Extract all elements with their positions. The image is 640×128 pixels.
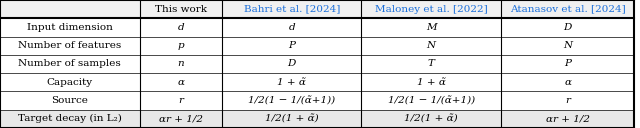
- Bar: [222, 0, 362, 18]
- Text: T: T: [428, 60, 435, 68]
- Text: r: r: [179, 96, 183, 105]
- Text: D: D: [563, 23, 572, 32]
- Bar: [362, 110, 501, 128]
- Text: α: α: [564, 78, 571, 87]
- Text: 1 + α̃: 1 + α̃: [417, 78, 445, 87]
- Text: N: N: [427, 41, 436, 50]
- Text: 1/2(1 − 1/(α̃+1)): 1/2(1 − 1/(α̃+1)): [388, 96, 475, 105]
- Text: M: M: [426, 23, 436, 32]
- Text: αr + 1/2: αr + 1/2: [159, 114, 203, 123]
- Bar: [140, 0, 222, 18]
- Text: n: n: [177, 60, 184, 68]
- Text: r: r: [565, 96, 570, 105]
- Text: 1 + α̃: 1 + α̃: [277, 78, 306, 87]
- Text: d: d: [289, 23, 295, 32]
- Text: Maloney et al. [2022]: Maloney et al. [2022]: [375, 5, 488, 14]
- Text: Capacity: Capacity: [47, 78, 93, 87]
- Text: p: p: [177, 41, 184, 50]
- Bar: [0, 110, 140, 128]
- Text: 1/2(1 + α̃): 1/2(1 + α̃): [404, 114, 458, 124]
- Text: 1/2(1 + α̃): 1/2(1 + α̃): [265, 114, 319, 124]
- Bar: [0, 0, 140, 18]
- Text: Input dimension: Input dimension: [27, 23, 113, 32]
- Text: Atanasov et al. [2024]: Atanasov et al. [2024]: [509, 5, 625, 14]
- Text: 1/2(1 − 1/(α̃+1)): 1/2(1 − 1/(α̃+1)): [248, 96, 335, 105]
- Text: P: P: [564, 60, 571, 68]
- Text: This work: This work: [155, 5, 207, 14]
- Text: Number of samples: Number of samples: [19, 60, 121, 68]
- Text: Target decay (in L₂): Target decay (in L₂): [18, 114, 122, 123]
- Bar: [222, 110, 362, 128]
- Text: D: D: [287, 60, 296, 68]
- Bar: [501, 0, 634, 18]
- Text: α: α: [177, 78, 184, 87]
- Text: Source: Source: [51, 96, 88, 105]
- Text: Bahri et al. [2024]: Bahri et al. [2024]: [244, 5, 340, 14]
- Text: N: N: [563, 41, 572, 50]
- Bar: [501, 110, 634, 128]
- Text: P: P: [288, 41, 295, 50]
- Bar: [140, 110, 222, 128]
- Text: αr + 1/2: αr + 1/2: [546, 114, 589, 123]
- Text: d: d: [177, 23, 184, 32]
- Bar: [362, 0, 501, 18]
- Text: Number of features: Number of features: [18, 41, 122, 50]
